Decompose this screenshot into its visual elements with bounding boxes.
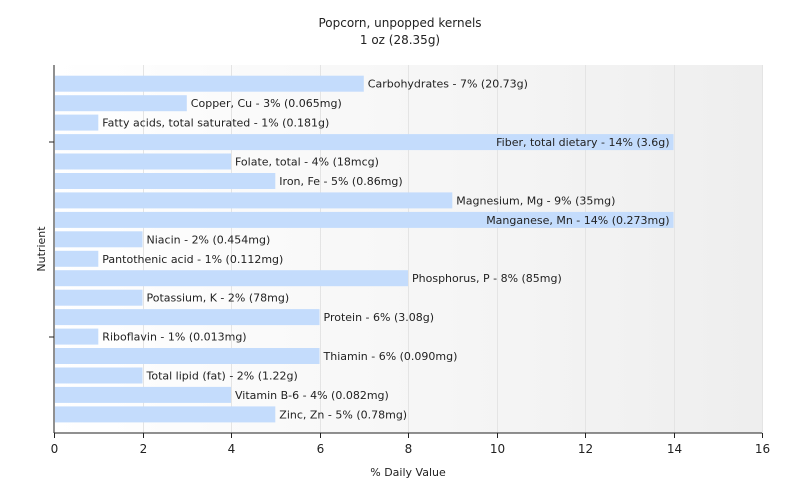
bar xyxy=(55,386,231,403)
bar-label: Protein - 6% (3.08g) xyxy=(324,311,435,324)
bar xyxy=(55,328,99,345)
chart-title: Popcorn, unpopped kernels xyxy=(318,16,481,30)
bar xyxy=(55,231,143,248)
x-axis-ticks: 0 2 4 6 8 10 12 14 16 xyxy=(51,433,770,456)
chart-subtitle: 1 oz (28.35g) xyxy=(360,33,440,47)
x-tick-label: 8 xyxy=(405,442,413,456)
x-tick-label: 14 xyxy=(667,442,682,456)
bar-label: Total lipid (fat) - 2% (1.22g) xyxy=(146,370,298,383)
bar-label: Potassium, K - 2% (78mg) xyxy=(147,292,290,305)
x-tick-label: 12 xyxy=(578,442,593,456)
x-axis-label: % Daily Value xyxy=(370,466,446,479)
bar xyxy=(55,250,99,267)
bar xyxy=(55,75,364,92)
x-tick-label: 16 xyxy=(755,442,770,456)
bar-label: Vitamin B-6 - 4% (0.082mg) xyxy=(235,389,389,402)
x-tick-label: 4 xyxy=(228,442,236,456)
bar xyxy=(55,95,187,112)
bar-label: Phosphorus, P - 8% (85mg) xyxy=(412,272,562,285)
bar-label: Carbohydrates - 7% (20.73g) xyxy=(368,78,528,91)
x-tick-label: 2 xyxy=(140,442,148,456)
bar xyxy=(55,289,143,306)
bar-label: Magnesium, Mg - 9% (35mg) xyxy=(456,194,615,207)
bar xyxy=(55,367,143,384)
bar xyxy=(55,114,99,131)
bar xyxy=(55,211,674,228)
bar xyxy=(55,348,320,364)
bar xyxy=(55,153,231,170)
bar xyxy=(55,309,320,326)
bar-label: Copper, Cu - 3% (0.065mg) xyxy=(191,97,342,110)
bar xyxy=(55,270,408,287)
bar-label: Fatty acids, total saturated - 1% (0.181… xyxy=(102,117,329,130)
bar xyxy=(55,173,276,189)
bars xyxy=(55,75,674,423)
bar-label: Pantothenic acid - 1% (0.112mg) xyxy=(102,253,283,266)
bar-label: Thiamin - 6% (0.090mg) xyxy=(323,350,458,363)
x-tick-label: 10 xyxy=(490,442,505,456)
bar-label: Manganese, Mn - 14% (0.273mg) xyxy=(486,214,669,227)
bar-labels: Carbohydrates - 7% (20.73g) Copper, Cu - … xyxy=(102,78,669,422)
x-tick-label: 6 xyxy=(317,442,325,456)
bar-label: Niacin - 2% (0.454mg) xyxy=(147,233,271,246)
grid-lines xyxy=(143,65,763,433)
bar-label: Fiber, total dietary - 14% (3.6g) xyxy=(496,136,669,149)
bar xyxy=(55,192,453,209)
y-axis-label: Nutrient xyxy=(35,226,48,272)
bar-label: Riboflavin - 1% (0.013mg) xyxy=(102,331,246,344)
x-tick-label: 0 xyxy=(51,442,59,456)
bar-label: Folate, total - 4% (18mcg) xyxy=(235,156,379,169)
bar xyxy=(55,134,674,151)
bar-label: Iron, Fe - 5% (0.86mg) xyxy=(279,175,402,188)
bar-label: Zinc, Zn - 5% (0.78mg) xyxy=(279,408,407,421)
bar xyxy=(55,406,276,423)
